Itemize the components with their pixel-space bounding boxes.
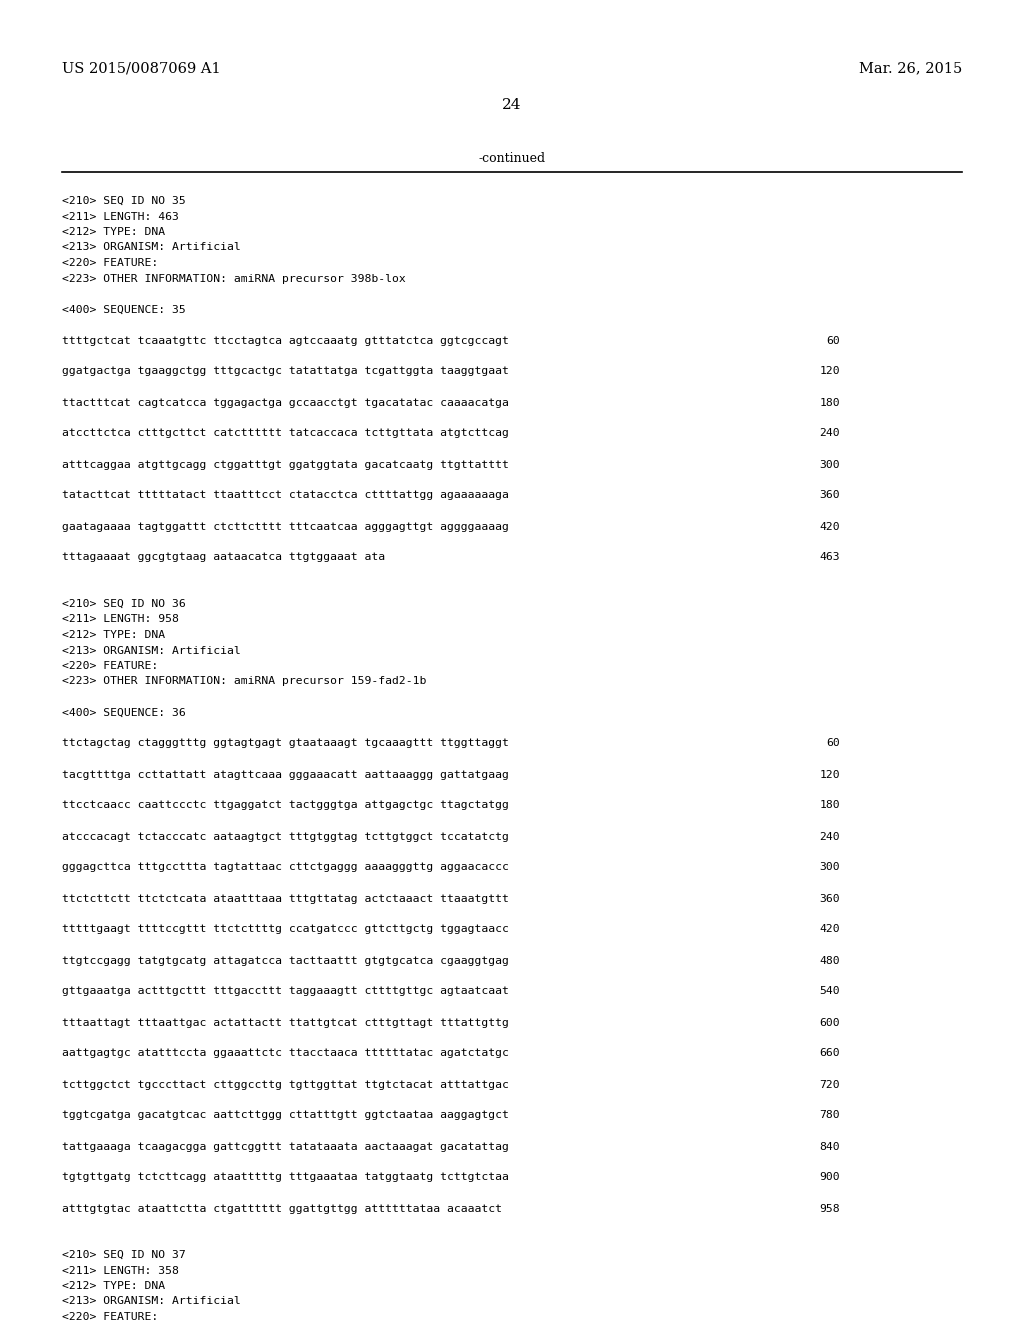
Text: gggagcttca tttgccttta tagtattaac cttctgaggg aaaagggttg aggaacaccc: gggagcttca tttgccttta tagtattaac cttctga… bbox=[62, 862, 509, 873]
Text: atccttctca ctttgcttct catctttttt tatcaccaca tcttgttata atgtcttcag: atccttctca ctttgcttct catctttttt tatcacc… bbox=[62, 429, 509, 438]
Text: ttctcttctt ttctctcata ataatttaaa tttgttatag actctaaact ttaaatgttt: ttctcttctt ttctctcata ataatttaaa tttgtta… bbox=[62, 894, 509, 903]
Text: <400> SEQUENCE: 36: <400> SEQUENCE: 36 bbox=[62, 708, 185, 718]
Text: tttttgaagt ttttccgttt ttctcttttg ccatgatccc gttcttgctg tggagtaacc: tttttgaagt ttttccgttt ttctcttttg ccatgat… bbox=[62, 924, 509, 935]
Text: aattgagtgc atatttccta ggaaattctc ttacctaaca ttttttatac agatctatgc: aattgagtgc atatttccta ggaaattctc ttaccta… bbox=[62, 1048, 509, 1059]
Text: <210> SEQ ID NO 36: <210> SEQ ID NO 36 bbox=[62, 599, 185, 609]
Text: <212> TYPE: DNA: <212> TYPE: DNA bbox=[62, 630, 165, 640]
Text: 600: 600 bbox=[819, 1018, 840, 1027]
Text: <210> SEQ ID NO 35: <210> SEQ ID NO 35 bbox=[62, 195, 185, 206]
Text: 780: 780 bbox=[819, 1110, 840, 1121]
Text: 540: 540 bbox=[819, 986, 840, 997]
Text: gttgaaatga actttgcttt tttgaccttt taggaaagtt cttttgttgc agtaatcaat: gttgaaatga actttgcttt tttgaccttt taggaaa… bbox=[62, 986, 509, 997]
Text: atttgtgtac ataattctta ctgatttttt ggattgttgg attttttataa acaaatct: atttgtgtac ataattctta ctgatttttt ggattgt… bbox=[62, 1204, 502, 1213]
Text: tggtcgatga gacatgtcac aattcttggg cttatttgtt ggtctaataa aaggagtgct: tggtcgatga gacatgtcac aattcttggg cttattt… bbox=[62, 1110, 509, 1121]
Text: 360: 360 bbox=[819, 894, 840, 903]
Text: 24: 24 bbox=[502, 98, 522, 112]
Text: 660: 660 bbox=[819, 1048, 840, 1059]
Text: <213> ORGANISM: Artificial: <213> ORGANISM: Artificial bbox=[62, 243, 241, 252]
Text: <210> SEQ ID NO 37: <210> SEQ ID NO 37 bbox=[62, 1250, 185, 1261]
Text: <220> FEATURE:: <220> FEATURE: bbox=[62, 661, 159, 671]
Text: ggatgactga tgaaggctgg tttgcactgc tatattatga tcgattggta taaggtgaat: ggatgactga tgaaggctgg tttgcactgc tatatta… bbox=[62, 367, 509, 376]
Text: 180: 180 bbox=[819, 397, 840, 408]
Text: 60: 60 bbox=[826, 335, 840, 346]
Text: atcccacagt tctacccatc aataagtgct tttgtggtag tcttgtggct tccatatctg: atcccacagt tctacccatc aataagtgct tttgtgg… bbox=[62, 832, 509, 842]
Text: <220> FEATURE:: <220> FEATURE: bbox=[62, 257, 159, 268]
Text: 240: 240 bbox=[819, 429, 840, 438]
Text: 60: 60 bbox=[826, 738, 840, 748]
Text: <211> LENGTH: 463: <211> LENGTH: 463 bbox=[62, 211, 179, 222]
Text: gaatagaaaa tagtggattt ctcttctttt tttcaatcaa agggagttgt aggggaaaag: gaatagaaaa tagtggattt ctcttctttt tttcaat… bbox=[62, 521, 509, 532]
Text: ttcctcaacc caattccctc ttgaggatct tactgggtga attgagctgc ttagctatgg: ttcctcaacc caattccctc ttgaggatct tactggg… bbox=[62, 800, 509, 810]
Text: <212> TYPE: DNA: <212> TYPE: DNA bbox=[62, 1280, 165, 1291]
Text: <223> OTHER INFORMATION: amiRNA precursor 159-fad2-1b: <223> OTHER INFORMATION: amiRNA precurso… bbox=[62, 676, 426, 686]
Text: tatacttcat tttttatact ttaatttcct ctatacctca cttttattgg agaaaaaaga: tatacttcat tttttatact ttaatttcct ctatacc… bbox=[62, 491, 509, 500]
Text: tcttggctct tgcccttact cttggccttg tgttggttat ttgtctacat atttattgac: tcttggctct tgcccttact cttggccttg tgttggt… bbox=[62, 1080, 509, 1089]
Text: 180: 180 bbox=[819, 800, 840, 810]
Text: <223> OTHER INFORMATION: amiRNA precursor 398b-lox: <223> OTHER INFORMATION: amiRNA precurso… bbox=[62, 273, 406, 284]
Text: ttctagctag ctagggtttg ggtagtgagt gtaataaagt tgcaaagttt ttggttaggt: ttctagctag ctagggtttg ggtagtgagt gtaataa… bbox=[62, 738, 509, 748]
Text: -continued: -continued bbox=[478, 152, 546, 165]
Text: tacgttttga ccttattatt atagttcaaa gggaaacatt aattaaaggg gattatgaag: tacgttttga ccttattatt atagttcaaa gggaaac… bbox=[62, 770, 509, 780]
Text: 300: 300 bbox=[819, 862, 840, 873]
Text: 463: 463 bbox=[819, 553, 840, 562]
Text: tttaattagt tttaattgac actattactt ttattgtcat ctttgttagt tttattgttg: tttaattagt tttaattgac actattactt ttattgt… bbox=[62, 1018, 509, 1027]
Text: <212> TYPE: DNA: <212> TYPE: DNA bbox=[62, 227, 165, 238]
Text: <400> SEQUENCE: 35: <400> SEQUENCE: 35 bbox=[62, 305, 185, 314]
Text: tattgaaaga tcaagacgga gattcggttt tatataaata aactaaagat gacatattag: tattgaaaga tcaagacgga gattcggttt tatataa… bbox=[62, 1142, 509, 1151]
Text: 958: 958 bbox=[819, 1204, 840, 1213]
Text: 420: 420 bbox=[819, 924, 840, 935]
Text: Mar. 26, 2015: Mar. 26, 2015 bbox=[859, 61, 962, 75]
Text: US 2015/0087069 A1: US 2015/0087069 A1 bbox=[62, 61, 220, 75]
Text: 720: 720 bbox=[819, 1080, 840, 1089]
Text: ttgtccgagg tatgtgcatg attagatcca tacttaattt gtgtgcatca cgaaggtgag: ttgtccgagg tatgtgcatg attagatcca tacttaa… bbox=[62, 956, 509, 965]
Text: <220> FEATURE:: <220> FEATURE: bbox=[62, 1312, 159, 1320]
Text: <213> ORGANISM: Artificial: <213> ORGANISM: Artificial bbox=[62, 1296, 241, 1307]
Text: 240: 240 bbox=[819, 832, 840, 842]
Text: 840: 840 bbox=[819, 1142, 840, 1151]
Text: 420: 420 bbox=[819, 521, 840, 532]
Text: <211> LENGTH: 358: <211> LENGTH: 358 bbox=[62, 1266, 179, 1275]
Text: tttagaaaat ggcgtgtaag aataacatca ttgtggaaat ata: tttagaaaat ggcgtgtaag aataacatca ttgtgga… bbox=[62, 553, 385, 562]
Text: <211> LENGTH: 958: <211> LENGTH: 958 bbox=[62, 615, 179, 624]
Text: 120: 120 bbox=[819, 770, 840, 780]
Text: 900: 900 bbox=[819, 1172, 840, 1183]
Text: ttttgctcat tcaaatgttc ttcctagtca agtccaaatg gtttatctca ggtcgccagt: ttttgctcat tcaaatgttc ttcctagtca agtccaa… bbox=[62, 335, 509, 346]
Text: tgtgttgatg tctcttcagg ataatttttg tttgaaataa tatggtaatg tcttgtctaa: tgtgttgatg tctcttcagg ataatttttg tttgaaa… bbox=[62, 1172, 509, 1183]
Text: atttcaggaa atgttgcagg ctggatttgt ggatggtata gacatcaatg ttgttatttt: atttcaggaa atgttgcagg ctggatttgt ggatggt… bbox=[62, 459, 509, 470]
Text: ttactttcat cagtcatcca tggagactga gccaacctgt tgacatatac caaaacatga: ttactttcat cagtcatcca tggagactga gccaacc… bbox=[62, 397, 509, 408]
Text: 120: 120 bbox=[819, 367, 840, 376]
Text: 360: 360 bbox=[819, 491, 840, 500]
Text: 300: 300 bbox=[819, 459, 840, 470]
Text: 480: 480 bbox=[819, 956, 840, 965]
Text: <213> ORGANISM: Artificial: <213> ORGANISM: Artificial bbox=[62, 645, 241, 656]
